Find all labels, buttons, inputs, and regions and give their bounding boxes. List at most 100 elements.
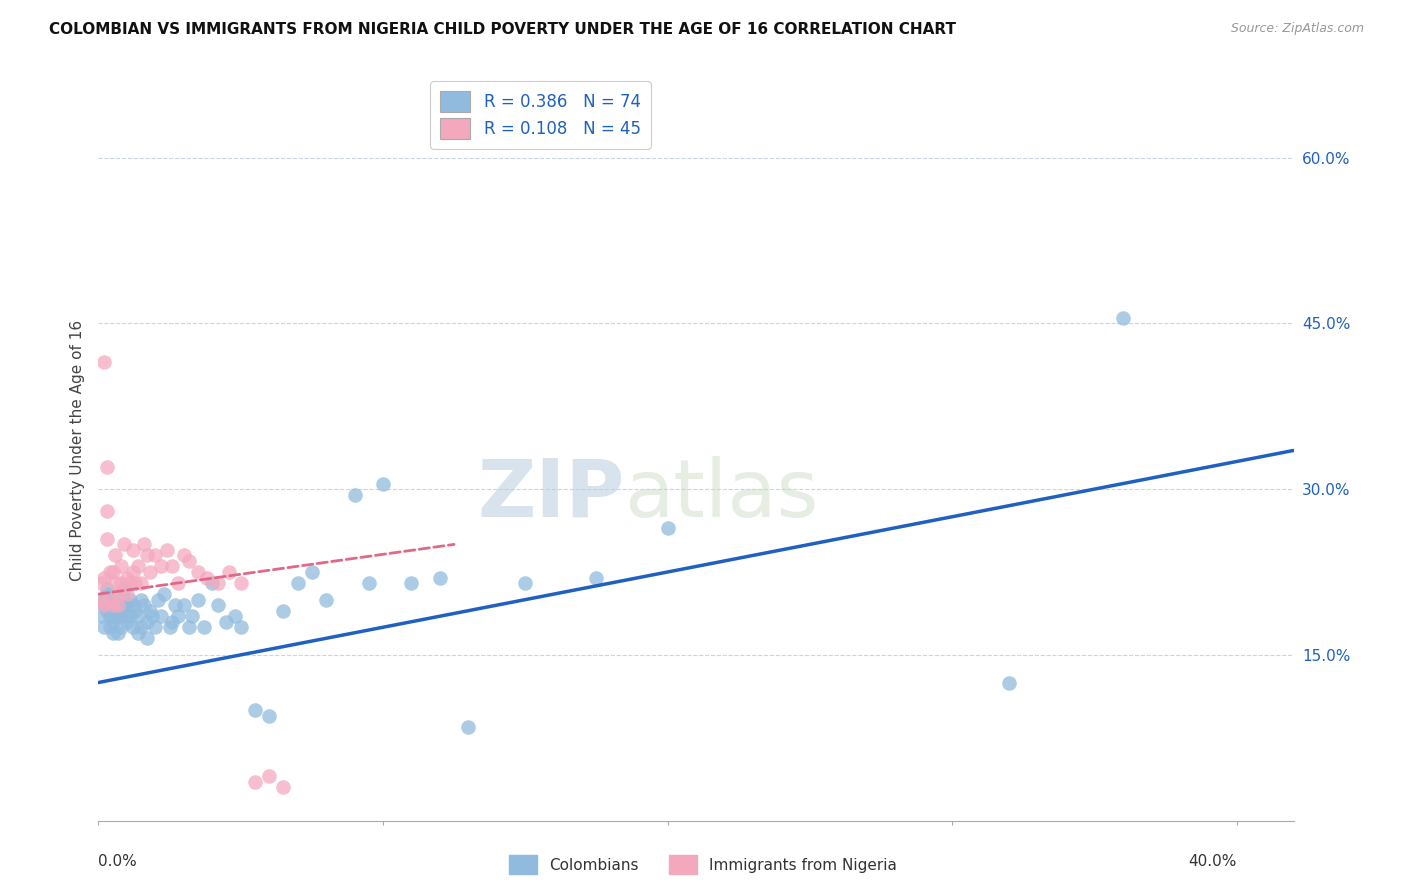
Text: COLOMBIAN VS IMMIGRANTS FROM NIGERIA CHILD POVERTY UNDER THE AGE OF 16 CORRELATI: COLOMBIAN VS IMMIGRANTS FROM NIGERIA CHI… — [49, 22, 956, 37]
Point — [93, 598, 115, 612]
Point — [115, 598, 138, 612]
Point — [98, 620, 121, 634]
Point — [127, 609, 149, 624]
Legend: R = 0.386   N = 74, R = 0.108   N = 45: R = 0.386 N = 74, R = 0.108 N = 45 — [430, 81, 651, 149]
Point — [110, 620, 132, 634]
Point — [90, 592, 112, 607]
Point — [301, 565, 323, 579]
Point — [121, 542, 143, 557]
Point — [657, 521, 679, 535]
Point — [287, 576, 309, 591]
Point — [457, 720, 479, 734]
Point — [257, 769, 280, 783]
Point — [181, 609, 204, 624]
Point — [104, 598, 127, 612]
Point — [104, 549, 127, 563]
Point — [998, 675, 1021, 690]
Point — [187, 565, 209, 579]
Point — [107, 587, 129, 601]
Point — [93, 355, 115, 369]
Point — [124, 604, 146, 618]
Point — [273, 604, 295, 618]
Point — [132, 537, 155, 551]
Point — [159, 620, 181, 634]
Point — [121, 565, 143, 579]
Point — [167, 609, 190, 624]
Point — [229, 576, 252, 591]
Point — [127, 559, 149, 574]
Point — [107, 592, 129, 607]
Point — [167, 576, 190, 591]
Point — [585, 570, 607, 584]
Point — [195, 570, 218, 584]
Point — [90, 609, 112, 624]
Point — [101, 598, 124, 612]
Point — [98, 592, 121, 607]
Point — [257, 708, 280, 723]
Point — [93, 598, 115, 612]
Point — [107, 598, 129, 612]
Point — [98, 565, 121, 579]
Point — [179, 620, 201, 634]
Point — [104, 609, 127, 624]
Point — [101, 615, 124, 629]
Point — [93, 620, 115, 634]
Legend: Colombians, Immigrants from Nigeria: Colombians, Immigrants from Nigeria — [503, 849, 903, 880]
Point — [101, 625, 124, 640]
Point — [118, 576, 141, 591]
Point — [153, 587, 176, 601]
Point — [243, 775, 266, 789]
Point — [115, 615, 138, 629]
Point — [101, 598, 124, 612]
Point — [90, 576, 112, 591]
Point — [201, 576, 224, 591]
Point — [371, 476, 394, 491]
Point — [315, 592, 337, 607]
Point — [118, 592, 141, 607]
Point — [107, 625, 129, 640]
Y-axis label: Child Poverty Under the Age of 16: Child Poverty Under the Age of 16 — [69, 320, 84, 581]
Point — [343, 488, 366, 502]
Point — [129, 592, 152, 607]
Point — [162, 615, 184, 629]
Text: Source: ZipAtlas.com: Source: ZipAtlas.com — [1230, 22, 1364, 36]
Point — [143, 620, 166, 634]
Point — [218, 565, 240, 579]
Point — [179, 554, 201, 568]
Point — [101, 565, 124, 579]
Point — [135, 632, 157, 646]
Point — [115, 587, 138, 601]
Point — [401, 576, 423, 591]
Point — [135, 549, 157, 563]
Point — [515, 576, 537, 591]
Point — [121, 620, 143, 634]
Point — [96, 604, 118, 618]
Point — [112, 582, 135, 596]
Point — [129, 620, 152, 634]
Point — [132, 598, 155, 612]
Point — [141, 609, 163, 624]
Point — [138, 604, 160, 618]
Point — [93, 570, 115, 584]
Point — [118, 609, 141, 624]
Point — [150, 559, 173, 574]
Point — [96, 532, 118, 546]
Point — [90, 592, 112, 607]
Point — [127, 625, 149, 640]
Point — [121, 598, 143, 612]
Point — [148, 592, 170, 607]
Point — [107, 609, 129, 624]
Point — [224, 609, 246, 624]
Point — [207, 598, 229, 612]
Point — [429, 570, 451, 584]
Point — [156, 542, 179, 557]
Point — [98, 592, 121, 607]
Point — [104, 576, 127, 591]
Point — [357, 576, 380, 591]
Point — [135, 615, 157, 629]
Point — [124, 576, 146, 591]
Text: 40.0%: 40.0% — [1188, 854, 1237, 869]
Point — [207, 576, 229, 591]
Point — [162, 559, 184, 574]
Point — [187, 592, 209, 607]
